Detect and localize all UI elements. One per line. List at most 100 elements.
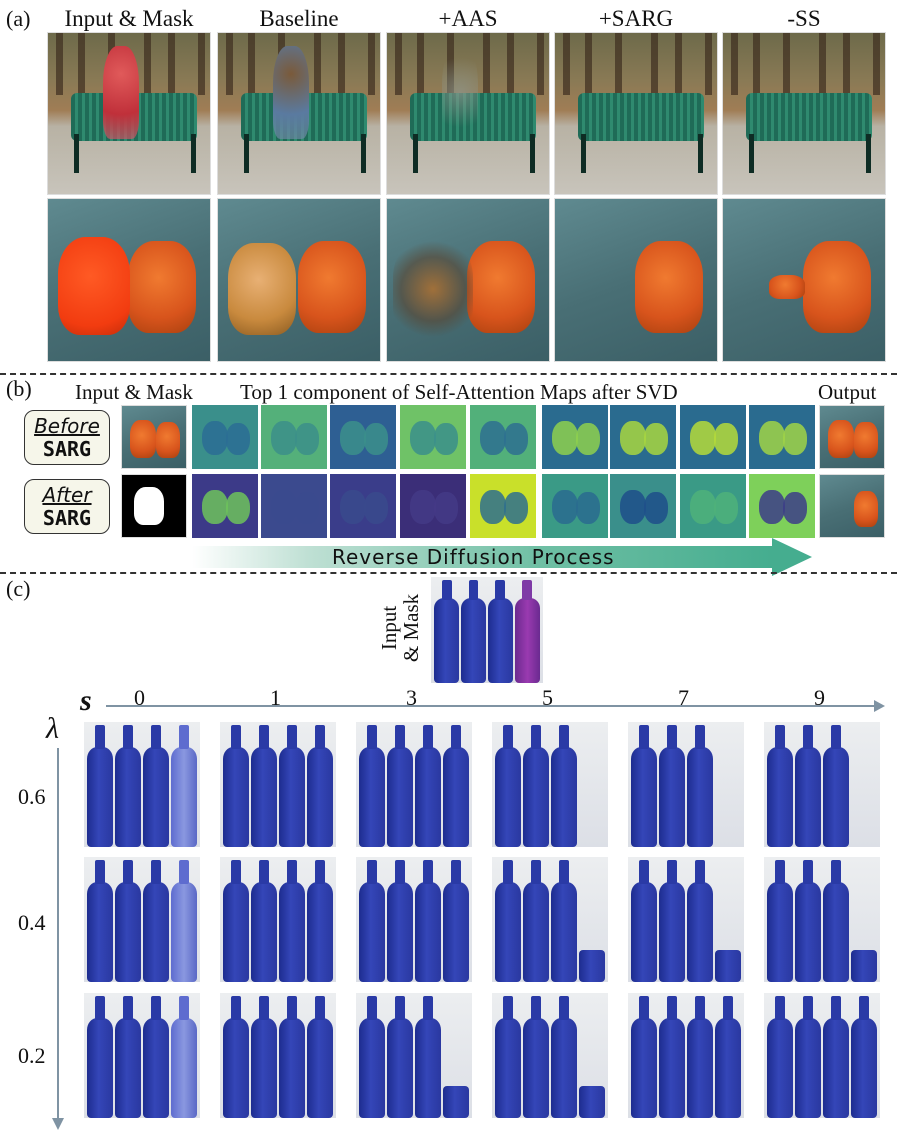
result-lambda-0.2-s-0 — [84, 993, 200, 1118]
tree-trunk — [819, 33, 826, 95]
attention-map-after-2 — [330, 474, 396, 538]
bottle-1 — [115, 725, 141, 847]
attention-blob-left — [271, 421, 297, 455]
bottle-3 — [851, 949, 877, 982]
bottle-1 — [523, 725, 549, 847]
bottle-neck — [286, 996, 297, 1020]
result-lambda-0.2-s-3 — [356, 993, 472, 1118]
tree-trunk — [731, 33, 738, 95]
arrow-head — [772, 538, 812, 576]
bottle-0 — [495, 996, 521, 1118]
divider-b-c — [0, 572, 897, 574]
park-image-1 — [217, 32, 381, 195]
tree-trunk — [783, 33, 790, 95]
bottle-3 — [443, 1085, 469, 1118]
attention-blob-right — [714, 423, 738, 455]
bottle-neck — [231, 725, 242, 749]
bottle-0 — [223, 725, 249, 847]
lambda-axis-arrowhead — [52, 1118, 64, 1130]
bottle-2 — [143, 860, 169, 982]
lambda-axis — [57, 748, 59, 1120]
bottle-neck — [495, 579, 506, 600]
attention-map-after-5 — [542, 474, 608, 538]
bottle-neck — [441, 579, 452, 600]
bottle-2 — [687, 725, 713, 847]
bottle-0 — [223, 996, 249, 1118]
result-lambda-0.4-s-0 — [84, 857, 200, 982]
bottle-0 — [359, 996, 385, 1118]
glove-image-3 — [554, 198, 718, 362]
glove-left-smudge — [393, 239, 473, 339]
bottle-3 — [579, 1085, 605, 1118]
bottle-neck — [95, 996, 106, 1020]
bottle-neck — [694, 860, 705, 884]
row-label-before: Before — [34, 414, 100, 438]
result-lambda-0.4-s-3 — [356, 857, 472, 982]
tree-trunk — [705, 33, 712, 95]
bottle-neck — [258, 725, 270, 749]
bottle-neck — [775, 860, 786, 884]
attention-map-before-0 — [192, 405, 258, 469]
bottle-3 — [171, 996, 197, 1118]
bottle-2 — [551, 860, 577, 982]
glove-right — [467, 241, 535, 333]
bottle-0 — [495, 725, 521, 847]
mask-label: & Mask — [399, 593, 423, 663]
bottle-0 — [495, 860, 521, 982]
bottle-neck — [639, 725, 650, 749]
b-output-before — [819, 405, 885, 469]
bottle-neck — [122, 860, 134, 884]
input-mask-label: Input & Mask — [372, 578, 428, 678]
tree-trunk — [563, 33, 570, 95]
col-header-2: +AAS — [438, 6, 498, 31]
bottle-3 — [515, 579, 540, 683]
bottle-1 — [523, 860, 549, 982]
glove-left — [130, 420, 156, 458]
bottle-neck — [530, 725, 542, 749]
s-value-9: 9 — [814, 685, 825, 710]
bench-leg — [73, 134, 79, 174]
bottle-0 — [767, 996, 793, 1118]
bottle-neck — [775, 996, 786, 1020]
result-lambda-0.6-s-9 — [764, 722, 880, 847]
glove-right — [128, 241, 196, 333]
bottle-0 — [87, 860, 113, 982]
bottle-neck — [722, 996, 733, 1020]
result-lambda-0.2-s-7 — [628, 993, 744, 1118]
tree-trunk — [248, 33, 255, 95]
attention-map-before-6 — [610, 405, 676, 469]
tree-trunk — [843, 33, 850, 95]
bottle-neck — [802, 860, 814, 884]
bottle-neck — [367, 725, 378, 749]
attention-blob-left — [340, 490, 366, 524]
bottle-neck — [422, 996, 433, 1020]
col-header-3: +SARG — [598, 6, 674, 31]
b-input-mask — [121, 474, 187, 538]
bottle-2 — [823, 860, 849, 982]
header-input-mask: Input & Mask — [75, 380, 193, 404]
attention-blob-left — [271, 490, 297, 524]
bottle-1 — [387, 860, 413, 982]
tree-trunk — [226, 33, 233, 95]
attention-map-after-6 — [610, 474, 676, 538]
bottle-0 — [631, 860, 657, 982]
attention-blob-left — [202, 421, 228, 455]
s-axis-arrowhead — [874, 700, 885, 712]
attention-blob-right — [226, 423, 250, 455]
input-bottles-image — [431, 577, 543, 683]
s-value-1: 1 — [270, 685, 281, 710]
bottle-3 — [715, 996, 741, 1118]
bottle-3 — [307, 996, 333, 1118]
result-lambda-0.4-s-9 — [764, 857, 880, 982]
s-value-3: 3 — [406, 685, 417, 710]
panel-c-label: (c) — [6, 576, 31, 601]
row-label-before-sarg-text: SARG — [42, 437, 92, 461]
bottle-2 — [823, 725, 849, 847]
bottle-2 — [687, 860, 713, 982]
result-lambda-0.2-s-9 — [764, 993, 880, 1118]
attention-map-after-7 — [680, 474, 746, 538]
bottle-3 — [851, 996, 877, 1118]
col-header-0: Input & Mask — [64, 6, 194, 31]
attention-blob-right — [783, 423, 807, 455]
bottle-neck — [150, 860, 161, 884]
